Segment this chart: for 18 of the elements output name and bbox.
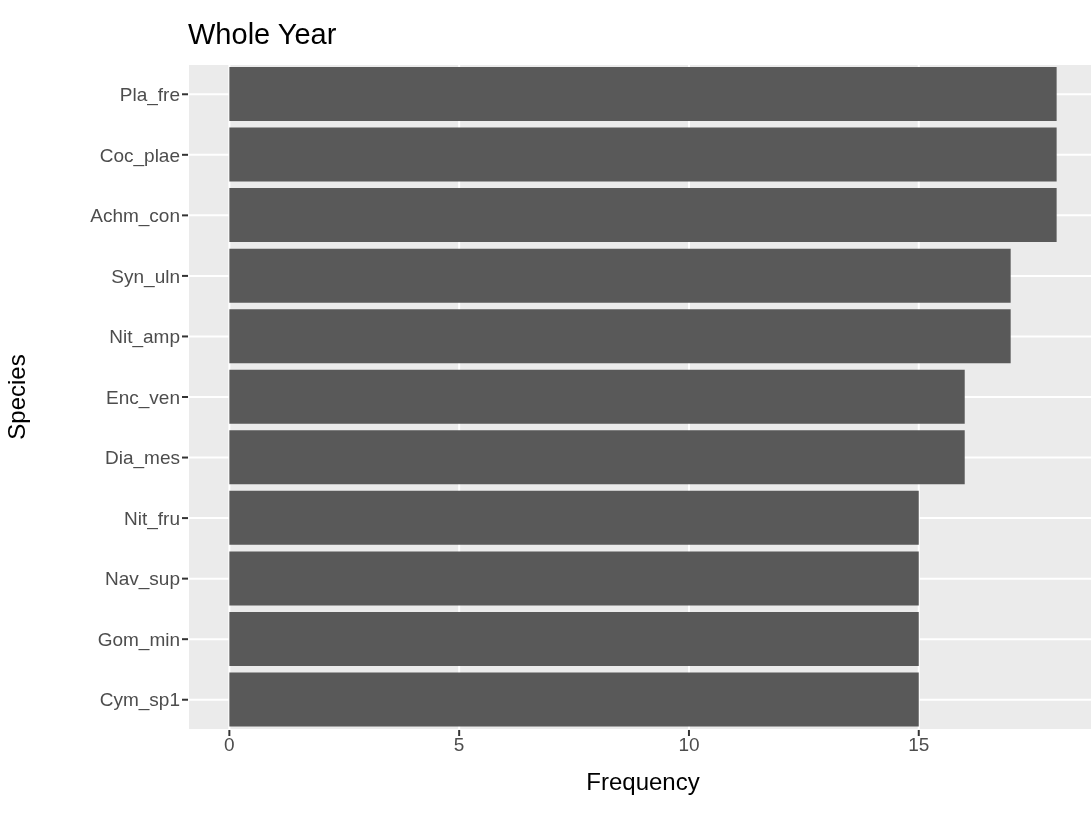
y-tick-label: Syn_uln [111, 265, 180, 288]
y-tick-label: Cym_sp1 [99, 689, 180, 712]
y-tick-label: Nit_amp [109, 326, 180, 349]
x-tick-label: 10 [678, 734, 700, 756]
y-tick-label: Enc_ven [106, 386, 180, 409]
y-axis-title: Species [2, 354, 30, 440]
y-tick-label: Nit_fru [124, 507, 180, 530]
y-tick-label: Gom_min [97, 628, 180, 651]
y-tick-label: Nav_sup [105, 568, 180, 591]
x-tick-label: 15 [908, 734, 930, 756]
x-axis-title: Frequency [586, 768, 700, 795]
x-tick-label: 0 [224, 734, 235, 756]
chart-title: Whole Year [187, 17, 338, 52]
y-tick-label: Dia_mes [105, 447, 180, 470]
x-tick-label: 5 [453, 734, 465, 756]
y-tick-label: Achm_con [90, 205, 180, 228]
y-tick-label: Pla_fre [119, 84, 180, 107]
y-tick-label: Coc_plae [99, 144, 180, 167]
